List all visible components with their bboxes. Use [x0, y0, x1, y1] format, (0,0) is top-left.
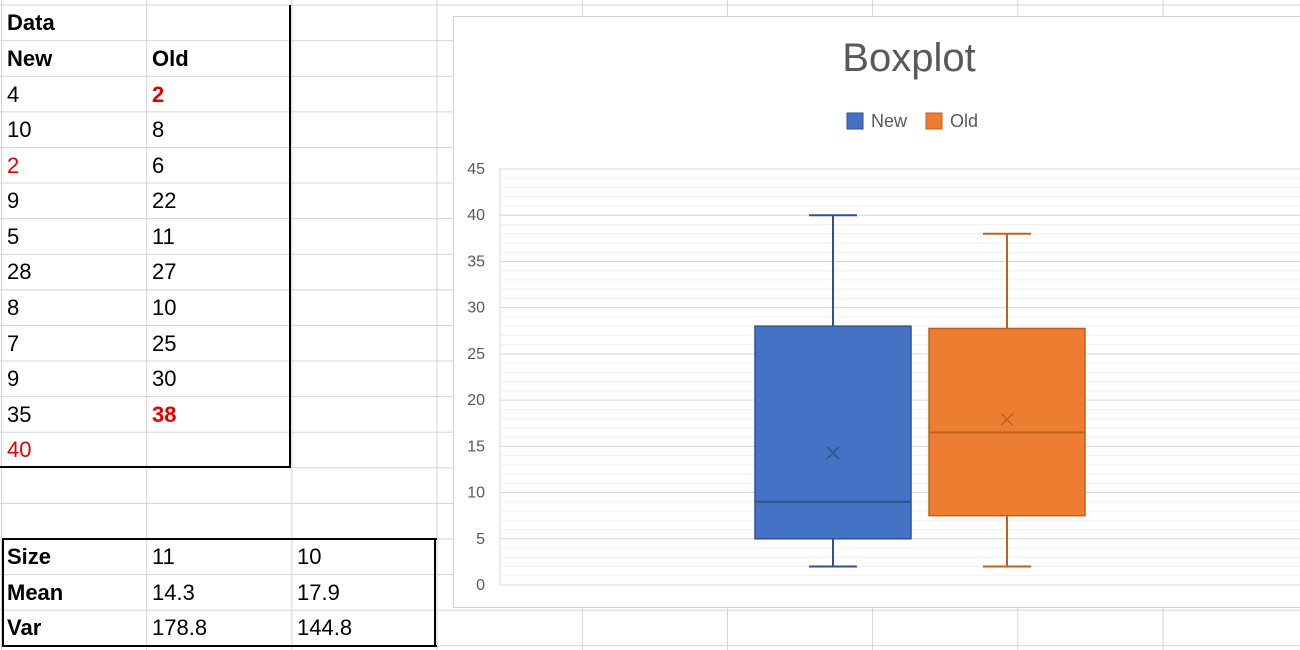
cell-mean-new[interactable]: 14.3 [152, 580, 195, 605]
chart-title: Boxplot [842, 36, 975, 80]
cell-size-new[interactable]: 11 [152, 544, 175, 569]
box-new [754, 325, 912, 540]
box-series [754, 214, 1086, 568]
cell-mean-label[interactable]: Mean [7, 580, 64, 605]
mean-marker-old [1000, 412, 1014, 427]
legend-swatch-new [846, 112, 864, 130]
stats-table-top-border [2, 538, 437, 540]
y-tick-label: 0 [476, 577, 485, 594]
y-tick-label: 45 [467, 161, 485, 178]
cell-mean-old[interactable]: 17.9 [297, 580, 340, 605]
cell-old-6[interactable]: 27 [152, 259, 177, 284]
cell-var-new[interactable]: 178.8 [152, 615, 208, 640]
cell-var-label[interactable]: Var [7, 615, 42, 640]
mean-marker-new [826, 446, 840, 460]
cell-size-old[interactable]: 10 [297, 544, 322, 569]
stats-table-left-border [2, 539, 4, 647]
cell-size-label[interactable]: Size [7, 544, 52, 569]
y-tick-label: 35 [467, 253, 485, 270]
legend-label-old: Old [950, 111, 978, 131]
y-tick-label: 15 [467, 438, 485, 455]
legend-swatch-old [925, 112, 943, 130]
cell-header-new[interactable]: New [7, 46, 53, 71]
cell-old-5[interactable]: 11 [152, 224, 175, 249]
stats-table-right-border [434, 539, 436, 647]
cell-new-3[interactable]: 2 [7, 153, 20, 178]
y-tick-label: 40 [467, 207, 485, 224]
cell-new-9[interactable]: 9 [7, 366, 20, 391]
cell-new-5[interactable]: 5 [7, 224, 20, 249]
y-axis-ticks: 0 5 10 15 20 25 30 35 40 45 [467, 161, 485, 594]
chart-canvas: Boxplot New Old 0 5 10 15 20 25 30 35 40 45 [467, 36, 1300, 594]
cell-old-9[interactable]: 30 [152, 366, 177, 391]
cell-new-7[interactable]: 8 [7, 295, 20, 320]
data-table-right-border [289, 5, 291, 468]
stats-table-bottom-border [2, 645, 437, 647]
cell-old-1[interactable]: 2 [152, 82, 165, 107]
y-tick-label: 20 [467, 392, 485, 409]
y-tick-label: 30 [467, 300, 485, 317]
cell-new-2[interactable]: 10 [7, 117, 32, 142]
data-table-bottom-border [0, 466, 291, 468]
legend-label-new: New [871, 111, 908, 131]
cell-new-6[interactable]: 28 [7, 259, 32, 284]
cell-old-8[interactable]: 25 [152, 331, 177, 356]
cell-new-11[interactable]: 40 [7, 437, 32, 462]
cell-data-header[interactable]: Data [7, 10, 55, 35]
y-tick-label: 10 [467, 485, 485, 502]
cell-header-old[interactable]: Old [152, 46, 189, 71]
cell-new-10[interactable]: 35 [7, 402, 32, 427]
box-old [928, 327, 1086, 517]
cell-var-old[interactable]: 144.8 [297, 615, 353, 640]
cell-new-1[interactable]: 4 [7, 82, 20, 107]
y-tick-label: 25 [467, 346, 485, 363]
y-tick-label: 5 [476, 531, 485, 548]
cell-old-7[interactable]: 10 [152, 295, 177, 320]
cell-old-4[interactable]: 22 [152, 188, 177, 213]
cell-old-3[interactable]: 6 [152, 153, 165, 178]
chart-legend[interactable]: New Old [846, 111, 978, 131]
cell-new-4[interactable]: 9 [7, 188, 20, 213]
cell-old-10[interactable]: 38 [152, 402, 177, 427]
cell-new-8[interactable]: 7 [7, 331, 20, 356]
cell-old-2[interactable]: 8 [152, 117, 165, 142]
boxplot-chart[interactable]: Boxplot New Old 0 5 10 15 20 25 30 35 40 45 [453, 16, 1300, 608]
